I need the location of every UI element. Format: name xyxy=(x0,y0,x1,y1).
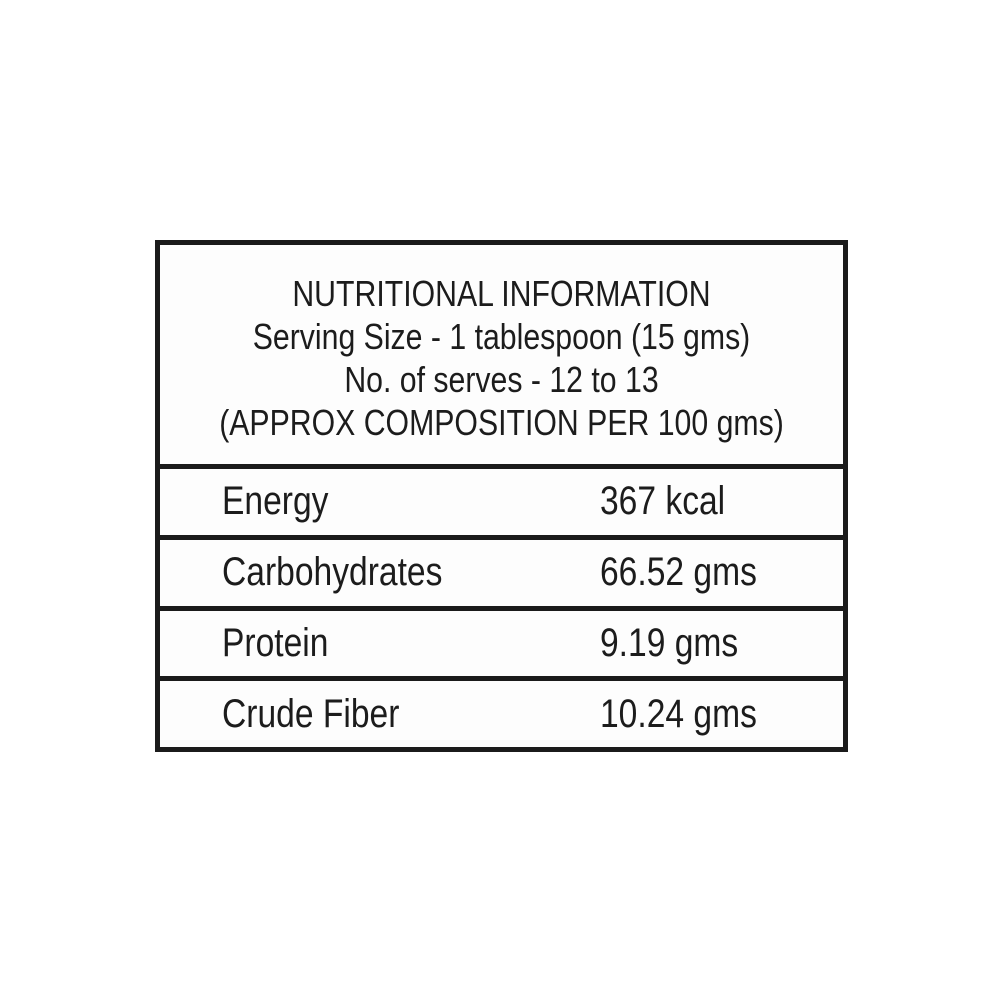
row-label: Crude Fiber xyxy=(222,691,400,736)
table-row-energy: Energy 367 kcal xyxy=(160,469,843,540)
row-value: 66.52 gms xyxy=(600,550,757,595)
table-header: NUTRITIONAL INFORMATION Serving Size - 1… xyxy=(160,245,843,469)
row-label: Carbohydrates xyxy=(222,550,443,595)
nutrition-facts-table: NUTRITIONAL INFORMATION Serving Size - 1… xyxy=(155,240,848,752)
serves-text: No. of serves - 12 to 13 xyxy=(344,358,659,400)
row-label: Energy xyxy=(222,479,329,524)
row-value: 10.24 gms xyxy=(600,691,757,736)
row-value: 367 kcal xyxy=(600,479,726,524)
serving-size-text: Serving Size - 1 tablespoon (15 gms) xyxy=(252,315,751,357)
table-row-carbohydrates: Carbohydrates 66.52 gms xyxy=(160,540,843,611)
row-value: 9.19 gms xyxy=(600,620,739,665)
composition-note: (APPROX COMPOSITION PER 100 gms) xyxy=(219,401,784,443)
table-row-crude-fiber: Crude Fiber 10.24 gms xyxy=(160,681,843,747)
table-row-protein: Protein 9.19 gms xyxy=(160,611,843,682)
row-label: Protein xyxy=(222,620,329,665)
table-title: NUTRITIONAL INFORMATION xyxy=(292,272,711,314)
